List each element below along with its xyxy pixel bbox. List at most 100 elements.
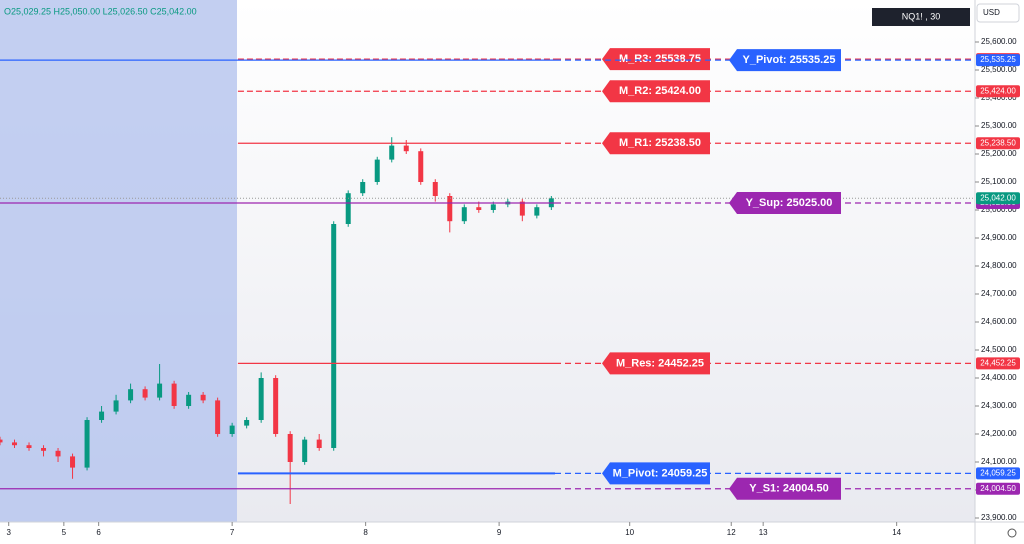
price-tag: [976, 137, 1020, 150]
y-tick-label: 24,500.00: [981, 345, 1017, 354]
candle-body: [302, 439, 308, 462]
symbol-box[interactable]: [872, 8, 970, 26]
candle-body: [461, 207, 467, 222]
price-tag-label: 24,452.25: [980, 358, 1016, 367]
x-tick-label: 9: [497, 528, 502, 537]
price-tag: [976, 192, 1020, 205]
price-tag: [976, 357, 1020, 370]
y-tick-label: 24,300.00: [981, 401, 1017, 410]
candle-body: [389, 145, 395, 160]
level-tag: Y_Pivot: 25535.25: [743, 54, 836, 66]
y-tick-label: 24,800.00: [981, 261, 1017, 270]
level-tag-box: [602, 132, 710, 155]
candle-body: [244, 420, 250, 426]
price-tag-label: 24,059.25: [980, 469, 1016, 478]
candle-body: [200, 394, 206, 401]
level-tag-box: [602, 462, 710, 485]
price-tag-label: 25,535.25: [980, 55, 1016, 64]
candle-body: [55, 450, 61, 457]
level-tag-box: [602, 48, 710, 71]
y-tick-label: 25,200.00: [981, 149, 1017, 158]
candle-body: [316, 439, 322, 448]
y-tick-label: 24,100.00: [981, 457, 1017, 466]
level-tag: M_R1: 25238.50: [619, 137, 701, 149]
currency[interactable]: USD: [983, 8, 1000, 17]
candle-body: [12, 442, 18, 446]
level-tag: M_Pivot: 24059.25: [613, 467, 708, 479]
candle-body: [142, 389, 148, 398]
y-tick-label: 24,200.00: [981, 429, 1017, 438]
y-tick-label: 25,300.00: [981, 121, 1017, 130]
ohlc-legend: O25,029.25 H25,050.00 L25,026.50 C25,042…: [4, 6, 197, 16]
level-tag-box: [729, 477, 841, 500]
candle-body: [534, 207, 540, 216]
candle-body: [360, 182, 366, 194]
y-tick-label: 24,900.00: [981, 233, 1017, 242]
level-tag: M_R2: 25424.00: [619, 85, 701, 97]
price-tag-label: 25,424.00: [980, 86, 1016, 95]
candle-body: [229, 425, 235, 434]
price-tag-label: 25,238.50: [980, 138, 1016, 147]
candle-body: [519, 201, 525, 216]
x-tick-label: 10: [625, 528, 634, 537]
y-tick-label: 25,600.00: [981, 37, 1017, 46]
level-tag: Y_S1: 24004.50: [749, 483, 829, 495]
candle-body: [374, 159, 380, 182]
candle-body: [113, 400, 119, 412]
candle-body: [258, 378, 264, 420]
level-tag-box: [602, 80, 710, 103]
level-tag: M_Res: 24452.25: [616, 357, 704, 369]
level-tag-box: [729, 49, 841, 72]
candle-body: [26, 445, 32, 448]
price-tag: [976, 467, 1020, 480]
y-tick-label: 25,100.00: [981, 177, 1017, 186]
candle-body: [70, 456, 76, 468]
candle-body: [287, 434, 293, 462]
x-tick-label: 14: [892, 528, 901, 537]
candle-body: [215, 400, 221, 434]
x-tick-label: 5: [62, 528, 67, 537]
y-tick-label: 23,900.00: [981, 513, 1017, 522]
range-shade: [0, 0, 237, 522]
candle-body: [128, 389, 134, 401]
candle-body: [99, 411, 105, 420]
candle-body: [171, 383, 177, 406]
candle-body: [490, 204, 496, 210]
price-tag: [976, 54, 1020, 67]
level-tag-box: [602, 352, 710, 375]
x-tick-label: 8: [363, 528, 368, 537]
candle-body: [273, 378, 279, 434]
symbol[interactable]: NQ1! , 30: [902, 11, 941, 21]
candle-body: [84, 420, 90, 468]
settings-icon[interactable]: [1007, 528, 1017, 538]
x-tick-label: 12: [727, 528, 736, 537]
y-tick-label: 25,000.00: [981, 205, 1017, 214]
candle-body: [186, 394, 192, 406]
candle-body: [41, 448, 47, 451]
candle-body: [476, 207, 482, 210]
price-tag-label: 25,042.00: [980, 193, 1016, 202]
level-tag: M_R3: 25538.75: [619, 53, 701, 65]
candle-body: [157, 383, 163, 398]
price-tag: [976, 85, 1020, 98]
candle-body: [403, 145, 409, 152]
x-tick-label: 13: [759, 528, 768, 537]
candle-body: [432, 182, 438, 196]
price-tag: [976, 482, 1020, 495]
candle-body: [0, 439, 3, 443]
x-tick-label: 3: [6, 528, 11, 537]
candle-body: [418, 151, 424, 182]
candle-body: [447, 196, 453, 222]
level-tag: Y_Sup: 25025.00: [746, 197, 833, 209]
price-tag-label: 24,004.50: [980, 484, 1016, 493]
level-tag-box: [729, 192, 841, 214]
y-tick-label: 24,700.00: [981, 289, 1017, 298]
y-tick-label: 25,400.00: [981, 93, 1017, 102]
candle-body: [345, 193, 351, 224]
x-tick-label: 6: [96, 528, 101, 537]
candle-body: [331, 224, 337, 448]
y-tick-label: 25,500.00: [981, 65, 1017, 74]
y-tick-label: 24,600.00: [981, 317, 1017, 326]
currency-box[interactable]: [976, 3, 1020, 23]
